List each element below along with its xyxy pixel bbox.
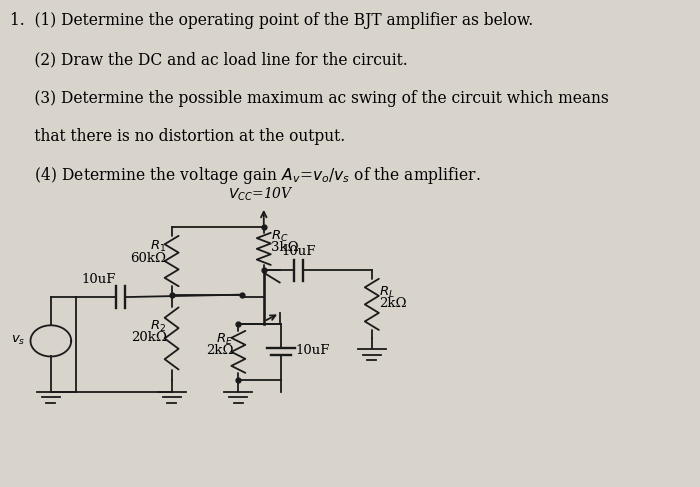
Text: 2kΩ: 2kΩ [379, 297, 407, 310]
Text: 1.  (1) Determine the operating point of the BJT amplifier as below.: 1. (1) Determine the operating point of … [10, 12, 533, 29]
Text: 2kΩ: 2kΩ [206, 344, 233, 357]
Text: $v_s$: $v_s$ [11, 335, 25, 347]
Text: 20kΩ: 20kΩ [131, 331, 167, 344]
Text: (2) Draw the DC and ac load line for the circuit.: (2) Draw the DC and ac load line for the… [10, 51, 407, 68]
Text: $R_1$: $R_1$ [150, 239, 167, 254]
Text: (3) Determine the possible maximum ac swing of the circuit which means: (3) Determine the possible maximum ac sw… [10, 90, 608, 107]
Text: $R_2$: $R_2$ [150, 318, 167, 334]
Text: $V_{CC}$=10V: $V_{CC}$=10V [228, 186, 293, 203]
Text: $R_L$: $R_L$ [379, 284, 396, 300]
Text: 10uF: 10uF [295, 344, 330, 357]
Text: (4) Determine the voltage gain $A_v$=$v_o$/$v_s$ of the amplifier.: (4) Determine the voltage gain $A_v$=$v_… [10, 165, 480, 186]
Text: 3kΩ: 3kΩ [272, 241, 299, 254]
Text: $R_C$: $R_C$ [272, 229, 289, 244]
Text: 10uF: 10uF [281, 244, 316, 258]
Text: 10uF: 10uF [81, 273, 116, 286]
Text: $R_E$: $R_E$ [216, 332, 233, 347]
Text: that there is no distortion at the output.: that there is no distortion at the outpu… [10, 128, 345, 145]
Text: 60kΩ: 60kΩ [130, 252, 167, 265]
